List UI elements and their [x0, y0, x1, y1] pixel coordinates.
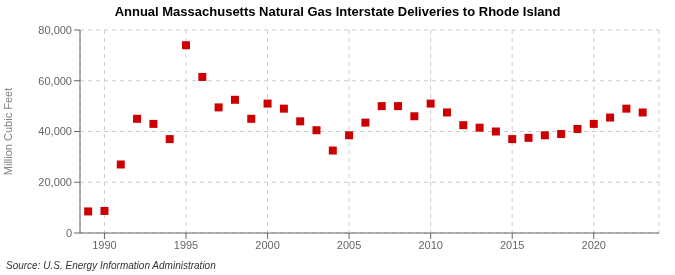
svg-text:2010: 2010	[418, 239, 442, 251]
svg-text:2000: 2000	[255, 239, 279, 251]
svg-text:2020: 2020	[582, 239, 606, 251]
svg-text:2015: 2015	[500, 239, 524, 251]
svg-text:1995: 1995	[174, 239, 198, 251]
svg-text:Million Cubic Feet: Million Cubic Feet	[8, 88, 14, 175]
svg-text:1990: 1990	[92, 239, 116, 251]
svg-text:80,000: 80,000	[38, 24, 72, 36]
svg-text:2005: 2005	[337, 239, 361, 251]
svg-text:40,000: 40,000	[38, 125, 72, 137]
html-text:Annual Massachusetts Natural G: Annual Massachusetts Natural Gas Interst…	[114, 4, 561, 19]
html-text:Source: U.S. Energy Informatio: Source: U.S. Energy Information Administ…	[6, 260, 216, 271]
svg-text:60,000: 60,000	[38, 75, 72, 87]
svg-text:0: 0	[66, 227, 72, 239]
svg-text:20,000: 20,000	[38, 176, 72, 188]
